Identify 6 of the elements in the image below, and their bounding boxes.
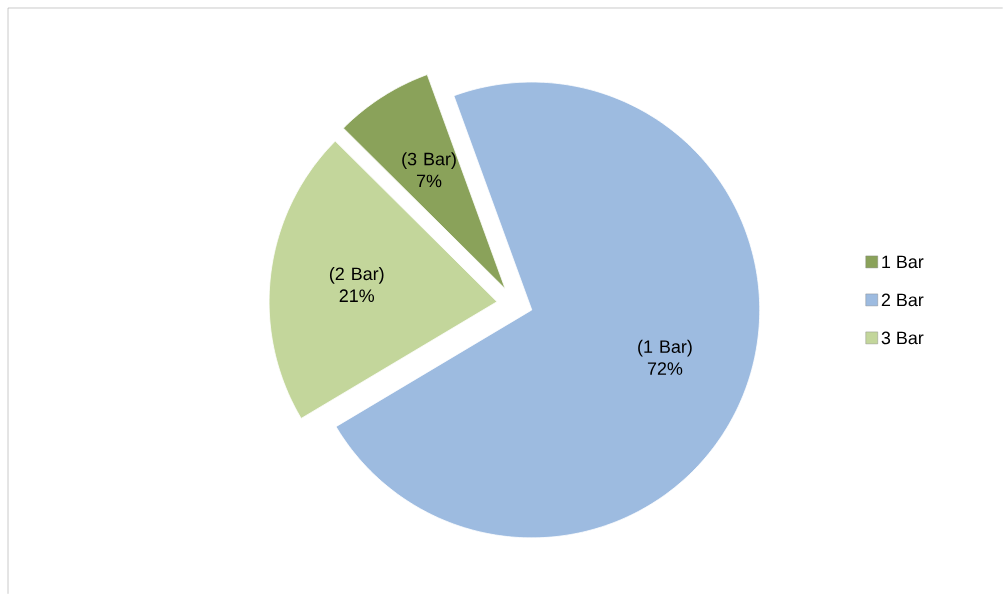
data-label: (3 Bar) 7% xyxy=(402,152,456,188)
data-label: (1 Bar) 72% xyxy=(638,339,692,375)
legend-label: 3 Bar xyxy=(881,331,924,345)
data-label: (2 Bar) 21% xyxy=(329,266,384,302)
legend-label: 2 Bar xyxy=(881,293,924,307)
legend-label: 1 Bar xyxy=(882,255,924,269)
